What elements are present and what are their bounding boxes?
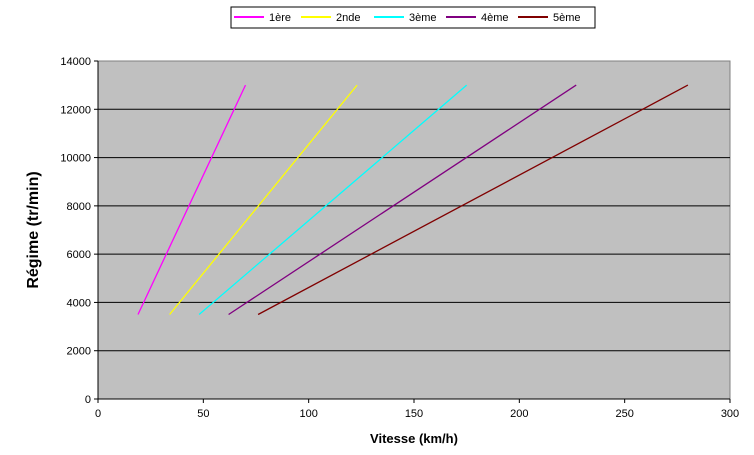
- y-tick-label: 4000: [67, 297, 91, 309]
- series-line: [228, 84, 577, 316]
- plot-area: [97, 60, 731, 400]
- series-lines: [137, 84, 689, 316]
- y-tick-label: 10000: [60, 153, 91, 165]
- legend-box: [230, 6, 596, 29]
- y-ticks: 0 2000 4000 6000 8000 10000 12000 14000: [60, 56, 98, 406]
- legend-label: 4ème: [481, 12, 509, 24]
- series-line: [257, 84, 689, 316]
- x-tick-label: 100: [299, 408, 317, 420]
- x-tick-label: 50: [197, 408, 209, 420]
- series-line: [137, 84, 247, 315]
- y-axis-title: Régime (tr/min): [25, 171, 42, 288]
- x-tick-label: 0: [95, 408, 101, 420]
- x-tick-label: 300: [721, 408, 739, 420]
- y-tick-label: 6000: [67, 249, 91, 261]
- y-tick-label: 14000: [60, 56, 91, 68]
- series-line: [169, 84, 358, 315]
- x-tick-label: 200: [510, 408, 528, 420]
- x-tick-label: 250: [615, 408, 633, 420]
- x-axis-title: Vitesse (km/h): [370, 431, 458, 446]
- y-tick-label: 2000: [67, 346, 91, 358]
- x-ticks: 0 50 100 150 200 250 300: [95, 399, 739, 420]
- legend-label: 5ème: [553, 12, 581, 24]
- legend: 1ère 2nde 3ème 4ème 5ème: [230, 6, 596, 29]
- y-tick-label: 8000: [67, 201, 91, 213]
- legend-label: 1ère: [269, 12, 291, 24]
- x-tick-label: 150: [405, 408, 423, 420]
- gridlines: [98, 108, 730, 352]
- y-tick-label: 12000: [60, 104, 91, 116]
- series-line: [198, 84, 468, 315]
- legend-label: 3ème: [409, 12, 437, 24]
- y-tick-label: 0: [85, 394, 91, 406]
- legend-label: 2nde: [336, 12, 360, 24]
